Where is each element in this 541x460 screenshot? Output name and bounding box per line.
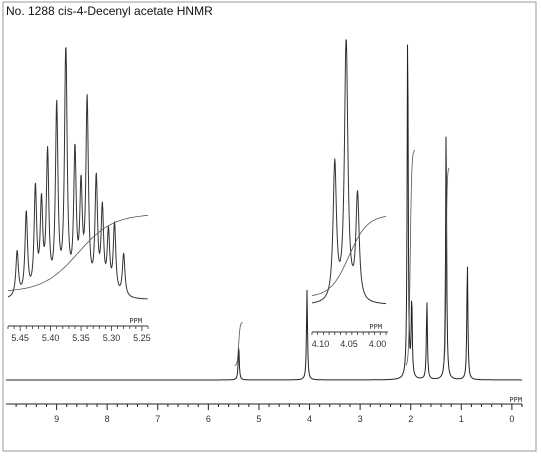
inset-och2-integral-curve — [311, 216, 387, 296]
inset1-tick-label: 5.35 — [72, 333, 90, 343]
inset2-tick-label: 4.05 — [340, 339, 358, 349]
main-integral-2 — [405, 149, 416, 366]
inset-och2-tick-labels: 4.10 4.05 4.00 — [312, 339, 386, 349]
main-integral-curves — [234, 149, 450, 366]
chart-border — [2, 1, 537, 452]
main-tick-label: 3 — [358, 414, 363, 424]
inset-olefinic-spectrum-line — [7, 47, 148, 300]
main-integral-1 — [234, 322, 243, 366]
main-tick-label: 7 — [155, 414, 160, 424]
main-tick-label: 0 — [509, 414, 514, 424]
main-x-axis-label: PPM — [509, 396, 522, 404]
inset2-tick-label: 4.10 — [312, 339, 330, 349]
inset-olefinic-region: 5.45 5.40 5.35 5.30 5.25 PPM — [7, 47, 151, 343]
inset-och2-region: 4.10 4.05 4.00 PPM — [311, 39, 388, 349]
main-tick-label: 1 — [459, 414, 464, 424]
inset1-tick-label: 5.40 — [42, 333, 60, 343]
inset-olefinic-axis-label: PPM — [129, 317, 142, 325]
inset1-tick-label: 5.30 — [103, 333, 121, 343]
main-tick-label: 5 — [256, 414, 261, 424]
main-tick-label: 4 — [307, 414, 312, 424]
main-spectrum-line — [6, 44, 522, 381]
inset-olefinic-ticks — [7, 326, 149, 331]
chart-title: No. 1288 cis-4-Decenyl acetate HNMR — [6, 4, 213, 18]
inset2-tick-label: 4.00 — [369, 339, 387, 349]
inset1-tick-label: 5.45 — [11, 333, 29, 343]
main-integral-3 — [442, 167, 450, 366]
inset1-tick-label: 5.25 — [133, 333, 151, 343]
inset-och2-ticks — [311, 332, 387, 335]
inset-och2-spectrum-line — [311, 39, 386, 305]
main-x-axis-ticks — [15, 404, 523, 410]
main-tick-label: 6 — [206, 414, 211, 424]
inset-olefinic-tick-labels: 5.45 5.40 5.35 5.30 5.25 — [11, 333, 150, 343]
inset-olefinic-integral-curve — [7, 215, 149, 291]
main-spectrum: 9 8 7 6 5 4 3 2 1 0 PPM — [6, 44, 523, 424]
main-x-axis-tick-labels: 9 8 7 6 5 4 3 2 1 0 — [54, 414, 514, 424]
main-tick-label: 9 — [54, 414, 59, 424]
inset-och2-axis-label: PPM — [369, 323, 382, 331]
main-tick-label: 2 — [408, 414, 413, 424]
main-tick-label: 8 — [105, 414, 110, 424]
